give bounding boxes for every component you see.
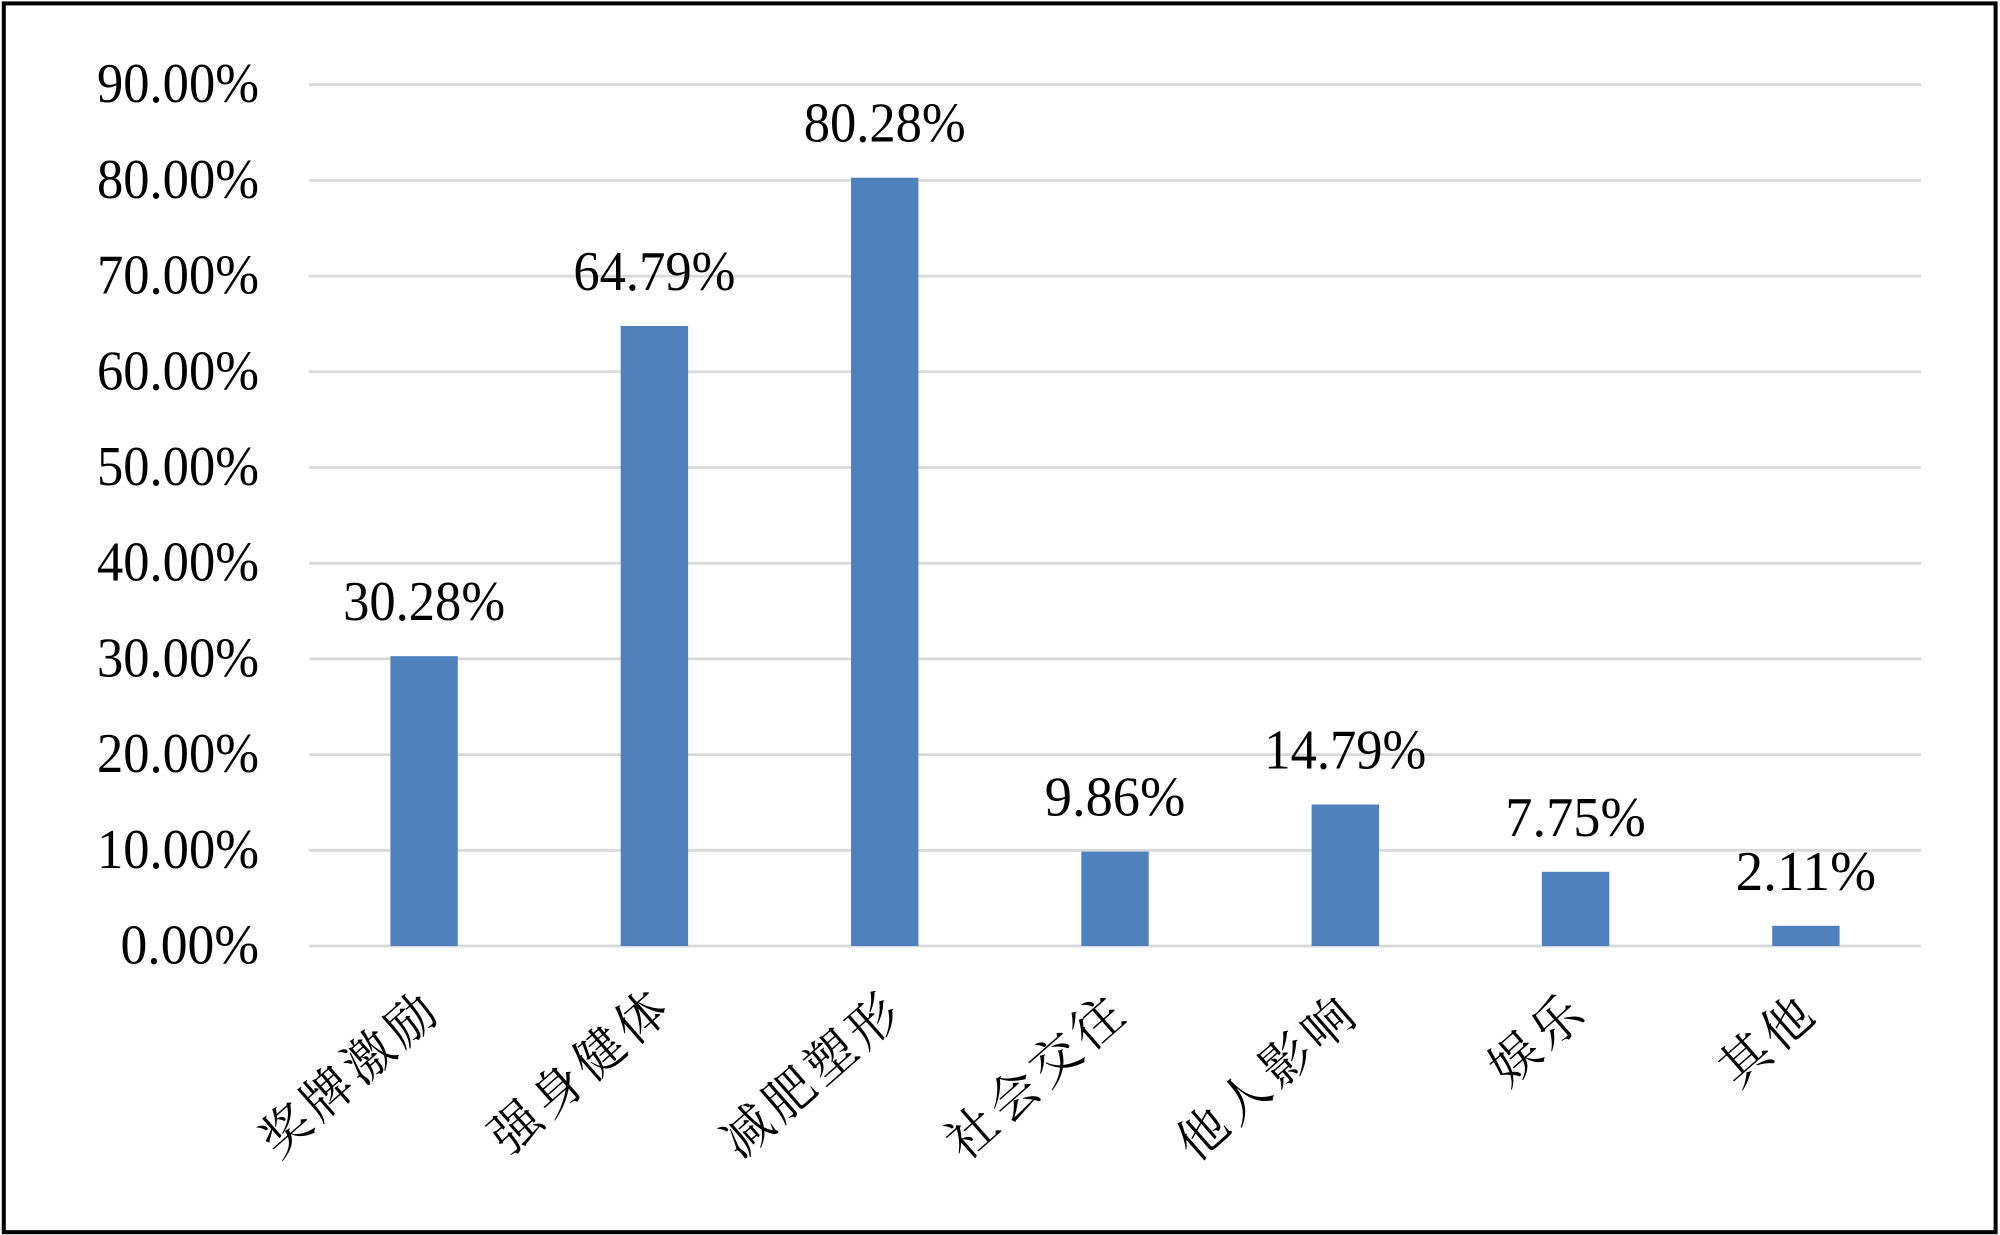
svg-text:80.00%: 80.00%	[97, 149, 259, 211]
svg-text:0.00%: 0.00%	[121, 915, 260, 977]
svg-text:2.11%: 2.11%	[1736, 841, 1877, 903]
svg-text:10.00%: 10.00%	[97, 819, 259, 881]
svg-text:14.79%: 14.79%	[1264, 720, 1426, 782]
svg-text:30.28%: 30.28%	[343, 571, 505, 633]
svg-text:20.00%: 20.00%	[97, 723, 259, 785]
svg-text:90.00%: 90.00%	[97, 53, 259, 115]
svg-text:7.75%: 7.75%	[1505, 787, 1646, 849]
svg-text:64.79%: 64.79%	[573, 241, 735, 303]
svg-text:60.00%: 60.00%	[97, 340, 259, 402]
svg-text:30.00%: 30.00%	[97, 627, 259, 689]
svg-text:50.00%: 50.00%	[97, 436, 259, 498]
svg-text:40.00%: 40.00%	[97, 532, 259, 594]
svg-text:70.00%: 70.00%	[97, 245, 259, 307]
svg-text:9.86%: 9.86%	[1045, 767, 1186, 829]
svg-text:80.28%: 80.28%	[804, 93, 966, 155]
